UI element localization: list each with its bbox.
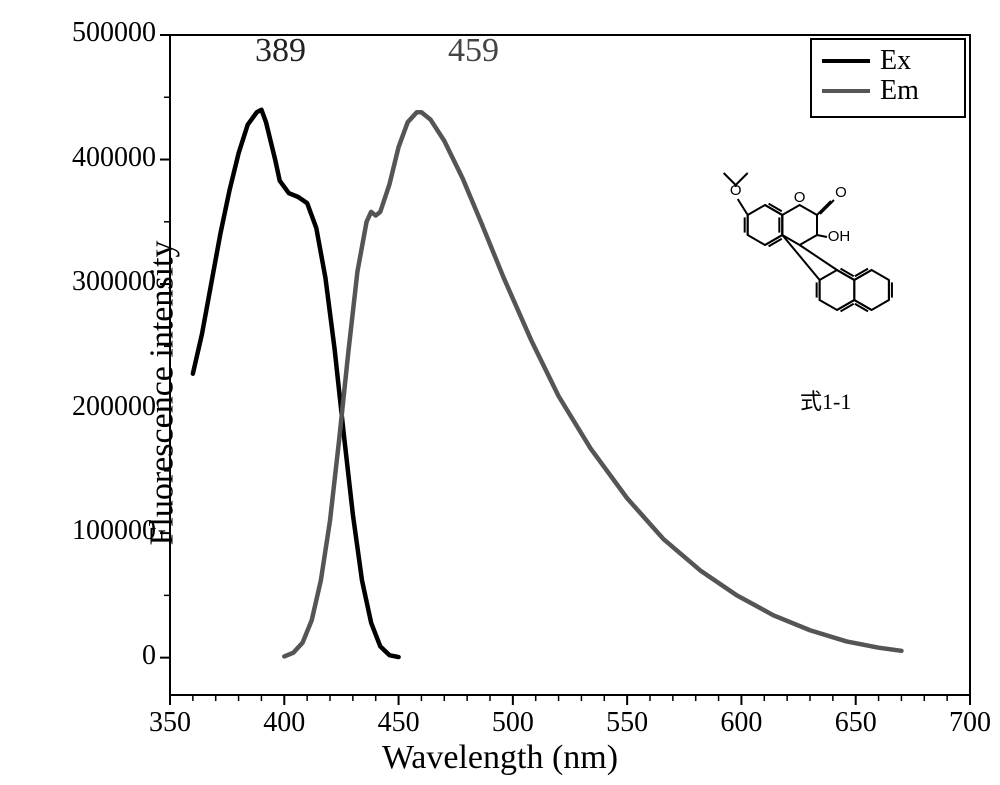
fluorescence-spectrum-chart: Fluorescence intensity Wavelength (nm) 3… (0, 0, 1000, 785)
svg-text:OH: OH (828, 228, 851, 245)
legend-item-em: Em (822, 76, 954, 106)
molecule-caption: 式1-1 (800, 384, 851, 416)
svg-text:O: O (835, 184, 847, 201)
x-tick-label: 450 (369, 707, 429, 739)
svg-text:O: O (794, 189, 806, 206)
peak-label-em: 459 (448, 32, 499, 70)
legend-item-ex: Ex (822, 46, 954, 76)
y-tick-label: 100000 (36, 515, 156, 547)
x-tick-label: 650 (826, 707, 886, 739)
molecule-structure: OOOHO (675, 155, 935, 370)
y-tick-label: 200000 (36, 391, 156, 423)
x-tick-label: 350 (140, 707, 200, 739)
legend-swatch-em (822, 89, 870, 93)
x-axis-label: Wavelength (nm) (382, 739, 618, 777)
y-tick-label: 0 (36, 640, 156, 672)
y-tick-label: 400000 (36, 142, 156, 174)
peak-label-ex: 389 (255, 32, 306, 70)
legend-box: Ex Em (810, 38, 966, 118)
legend-swatch-ex (822, 59, 870, 63)
x-tick-label: 700 (940, 707, 1000, 739)
x-tick-label: 400 (254, 707, 314, 739)
x-tick-label: 600 (711, 707, 771, 739)
y-tick-label: 300000 (36, 266, 156, 298)
x-tick-label: 500 (483, 707, 543, 739)
legend-label-ex: Ex (880, 45, 911, 77)
x-tick-label: 550 (597, 707, 657, 739)
legend-label-em: Em (880, 75, 919, 107)
molecule-svg: OOOHO (675, 155, 935, 370)
y-tick-label: 500000 (36, 17, 156, 49)
